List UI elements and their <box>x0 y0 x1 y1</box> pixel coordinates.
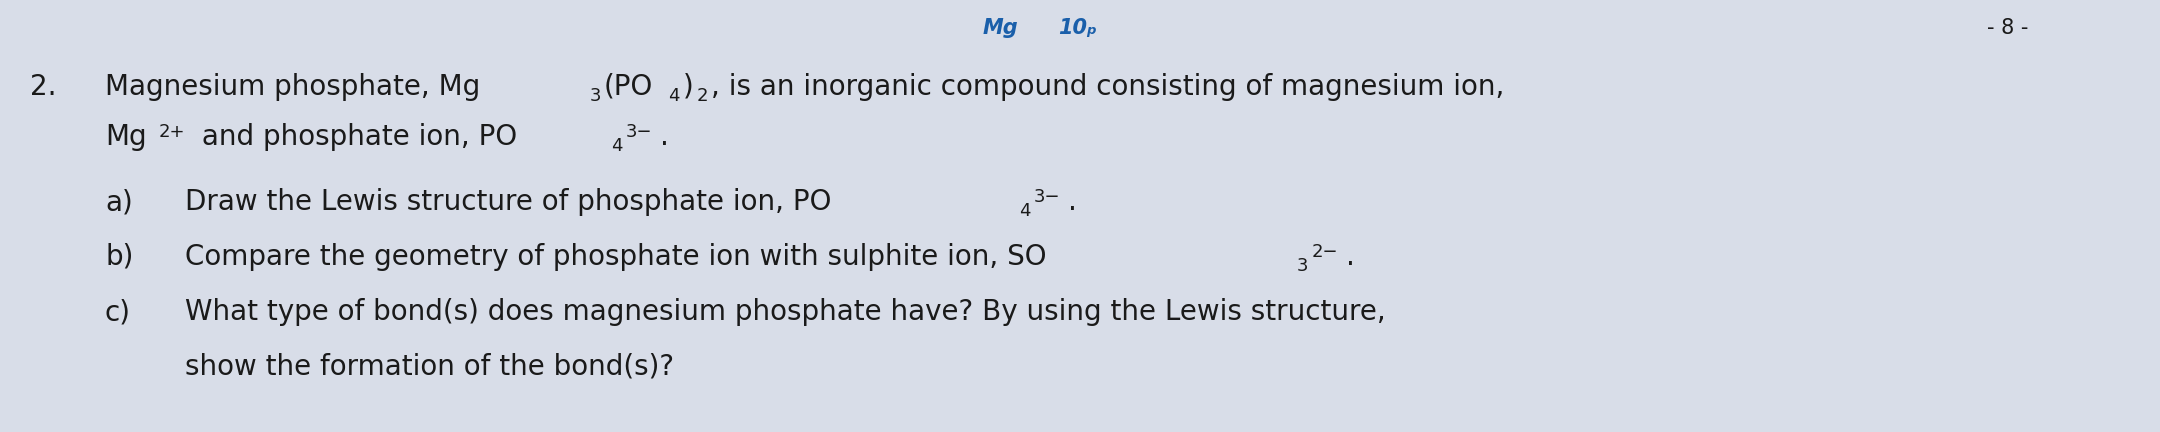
Text: Draw the Lewis structure of phosphate ion, PO: Draw the Lewis structure of phosphate io… <box>186 188 832 216</box>
Text: ): ) <box>683 73 693 101</box>
Text: 3−: 3− <box>626 123 652 141</box>
Text: 3−: 3− <box>1035 188 1061 206</box>
Text: 2−: 2− <box>1311 243 1337 261</box>
Text: 2: 2 <box>696 87 708 105</box>
Text: .: . <box>1346 243 1354 271</box>
Text: .: . <box>1069 188 1078 216</box>
Text: (PO: (PO <box>605 73 652 101</box>
Text: 3: 3 <box>1296 257 1309 275</box>
Text: Mg: Mg <box>106 123 147 151</box>
Text: Compare the geometry of phosphate ion with sulphite ion, SO: Compare the geometry of phosphate ion wi… <box>186 243 1045 271</box>
Text: - 8 -: - 8 - <box>1987 18 2028 38</box>
Text: Magnesium phosphate, Mg: Magnesium phosphate, Mg <box>106 73 480 101</box>
Text: and phosphate ion, PO: and phosphate ion, PO <box>192 123 516 151</box>
Text: 3: 3 <box>590 87 600 105</box>
Text: , is an inorganic compound consisting of magnesium ion,: , is an inorganic compound consisting of… <box>711 73 1506 101</box>
Text: 4: 4 <box>1020 202 1030 220</box>
Text: c): c) <box>106 298 132 326</box>
Text: 4: 4 <box>667 87 678 105</box>
Text: b): b) <box>106 243 134 271</box>
Text: a): a) <box>106 188 132 216</box>
Text: .: . <box>661 123 670 151</box>
Text: 2+: 2+ <box>158 123 186 141</box>
Text: Mg: Mg <box>983 18 1020 38</box>
Text: show the formation of the bond(s)?: show the formation of the bond(s)? <box>186 353 674 381</box>
Text: 4: 4 <box>611 137 622 155</box>
Text: 2.: 2. <box>30 73 56 101</box>
Text: What type of bond(s) does magnesium phosphate have? By using the Lewis structure: What type of bond(s) does magnesium phos… <box>186 298 1387 326</box>
Text: 10ₚ: 10ₚ <box>1058 18 1097 38</box>
